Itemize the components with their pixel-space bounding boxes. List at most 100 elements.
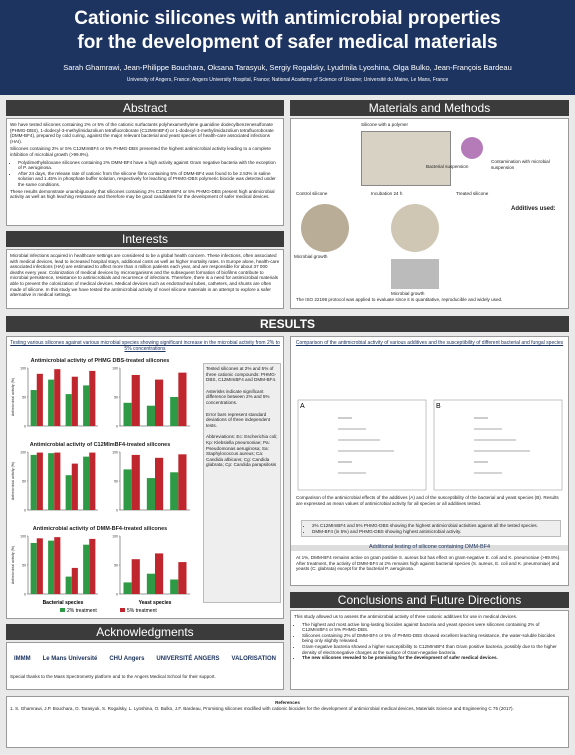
- label: Contamination with microbial suspension: [491, 159, 550, 170]
- bar: [155, 553, 164, 594]
- paragraph: These results demonstrate unambiguously …: [10, 188, 275, 200]
- ack-box: IMMM Le Mans Université CHU Angers UNIVERSI…: [6, 642, 284, 690]
- note: Abbreviations: Ec: Escherichia coli; Kp:…: [206, 434, 278, 468]
- bar: [83, 385, 90, 426]
- y-axis-label: Antimicrobial activity (%): [11, 546, 15, 584]
- caption: Comparison of the antimicrobial effects …: [296, 495, 559, 506]
- header: Cationic silicones with antimicrobial pr…: [0, 0, 575, 95]
- results-right: Comparison of the antimicrobial activity…: [290, 336, 569, 586]
- bar: [54, 537, 61, 594]
- y-tick-label: 0: [24, 425, 26, 429]
- bar: [89, 370, 96, 426]
- paragraph: This study allowed us to assess the anti…: [294, 614, 518, 619]
- bar: [170, 472, 179, 510]
- bar: [178, 562, 187, 594]
- label: Control silicone: [296, 191, 328, 196]
- bullet: The new silicones revealed to be promisi…: [302, 655, 565, 661]
- bar: [146, 573, 155, 594]
- bar: [65, 394, 72, 426]
- affiliations: University of Angers, France; Angers Uni…: [126, 77, 449, 83]
- bar: [65, 576, 72, 594]
- bar: [155, 457, 164, 510]
- bar: [170, 397, 179, 426]
- interests-box: Microbial infections acquired in healthc…: [6, 249, 284, 309]
- chart-title: Antimicrobial activity of C12MImBF4-trea…: [30, 442, 171, 448]
- bar: [178, 454, 187, 510]
- subheading: Testing various silicones against variou…: [10, 340, 280, 352]
- logo: VALORISATION: [231, 656, 276, 663]
- y-tick-label: 50: [114, 564, 118, 568]
- bar: [89, 452, 96, 510]
- petri-dish: [301, 204, 349, 252]
- section-header: Abstract: [6, 100, 284, 116]
- bullet: DMM-BF4 (in 5%) and PHMG-DBS showing hig…: [312, 529, 558, 535]
- bar: [30, 390, 37, 426]
- bar: [178, 372, 187, 426]
- note: Tested silicones at 2% and 5% of three c…: [206, 366, 277, 383]
- photo: [361, 131, 451, 186]
- paragraph: Silicones containing 2% or 5% C12MImBF4 …: [10, 146, 271, 157]
- y-tick-label: 0: [116, 509, 118, 513]
- paragraph: Special thanks to the Mass Spectrometry …: [10, 674, 216, 679]
- y-axis-label: Antimicrobial activity (%): [11, 378, 15, 416]
- y-tick-label: 100: [112, 451, 118, 455]
- section-header: Materials and Methods: [290, 100, 569, 116]
- bar: [36, 452, 43, 510]
- label: Bacterial suspension: [426, 164, 469, 169]
- note: The ISO 22196 protocol was applied to ev…: [296, 297, 503, 302]
- section-header: Conclusions and Future Directions: [290, 592, 569, 608]
- bar: [54, 369, 61, 426]
- authors: Sarah Ghamrawi, Jean-Philippe Bouchara, …: [63, 63, 512, 72]
- label: Additives used:: [511, 206, 556, 212]
- bar: [30, 542, 37, 594]
- logo: Le Mans Université: [42, 656, 98, 663]
- bar: [48, 540, 55, 594]
- legend-label: 5% treatment: [127, 608, 157, 614]
- y-tick-label: 0: [116, 593, 118, 597]
- y-tick-label: 50: [22, 564, 26, 568]
- y-tick-label: 100: [20, 535, 26, 539]
- references-box: References 1. S. Ghamrawi, J.P. Bouchara…: [6, 696, 569, 748]
- bar: [131, 374, 140, 426]
- methods-box: Microbial growth Microbial growth Silico…: [290, 118, 569, 309]
- note: Asterisks indicate significant differenc…: [206, 388, 270, 405]
- bar: [131, 454, 140, 510]
- legend-label: 2% treatment: [67, 608, 97, 614]
- y-tick-label: 100: [20, 367, 26, 371]
- bar: [48, 453, 55, 510]
- bar: [71, 376, 78, 426]
- y-tick-label: 50: [114, 480, 118, 484]
- bar: [54, 452, 61, 510]
- bullet: Gram-negative bacteria showed a higher s…: [302, 644, 565, 655]
- subheading: Comparison of the antimicrobial activity…: [295, 340, 564, 346]
- chart-title: Antimicrobial activity of PHMG DBS-treat…: [31, 358, 170, 364]
- bar: [83, 456, 90, 510]
- y-tick-label: 100: [112, 535, 118, 539]
- conclusions-box: This study allowed us to assess the anti…: [290, 610, 569, 690]
- x-axis-label: Bacterial species: [43, 600, 84, 606]
- y-tick-label: 0: [24, 509, 26, 513]
- subheading: Additional testing of silicone containin…: [291, 544, 568, 551]
- title: for the development of safer medical mat…: [77, 32, 498, 53]
- bar: [71, 567, 78, 594]
- panel-frame: [433, 399, 563, 491]
- y-tick-label: 0: [24, 593, 26, 597]
- bar: [123, 582, 132, 594]
- bar: [30, 454, 37, 510]
- logo: CHU Angers: [109, 656, 145, 663]
- panel-frame: [297, 399, 427, 491]
- title: Cationic silicones with antimicrobial pr…: [74, 8, 501, 29]
- bar: [71, 463, 78, 510]
- bar: [123, 469, 132, 510]
- bar: [155, 379, 164, 426]
- y-tick-label: 100: [112, 367, 118, 371]
- bar: [170, 579, 179, 594]
- label: Treated silicone: [456, 191, 489, 196]
- bullet: 2% C12MImBF4 and 5% PHMG-DBS showing the…: [312, 523, 558, 529]
- y-tick-label: 50: [22, 396, 26, 400]
- bullet: Silicones containing 2% of DMM-BF4 or 5%…: [302, 633, 565, 644]
- label: Silicone with a polymer: [361, 122, 408, 127]
- section-header: Acknowledgments: [6, 624, 284, 640]
